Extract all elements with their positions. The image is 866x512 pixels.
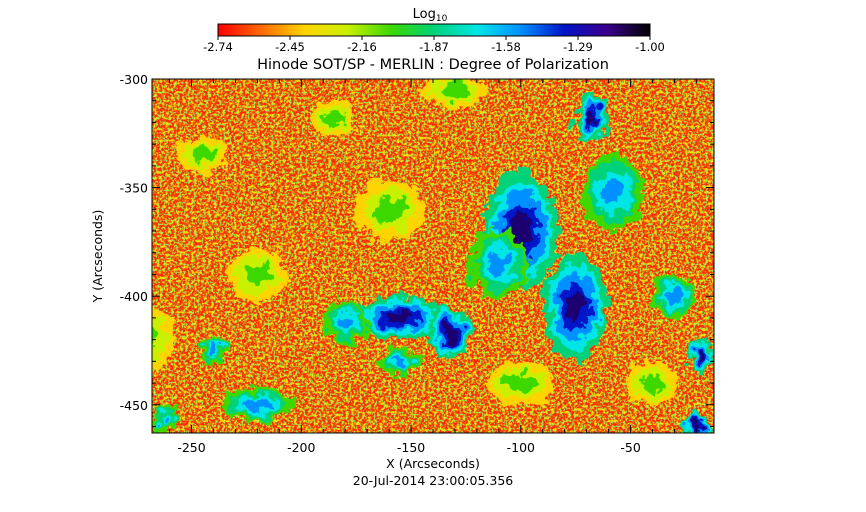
x-tick-label: -50 [620, 440, 640, 455]
polarization-patch [243, 262, 272, 287]
y-tick-label: -400 [120, 289, 148, 304]
polarization-patch [160, 413, 170, 423]
x-axis: -250 -200 -150 -100 -50 [169, 79, 697, 455]
polarization-patch [505, 373, 537, 393]
y-tick-label: -300 [120, 72, 148, 87]
x-axis-label: X (Arcseconds) [386, 456, 480, 471]
polarization-patch [373, 195, 405, 223]
colorbar-tick-label: -2.45 [275, 40, 305, 54]
polarization-patch [666, 288, 683, 304]
colorbar-tick-label: -1.58 [491, 40, 521, 54]
polarization-patch [444, 325, 457, 341]
colorbar-label: Log10 [413, 7, 448, 24]
y-tick-label: -350 [120, 181, 148, 196]
polarization-patch [566, 292, 586, 322]
x-tick-label: -150 [397, 440, 425, 455]
colorbar-ticks: -2.74 -2.45 -2.16 -1.87 -1.58 -1.29 -1.00 [203, 36, 665, 54]
chart-title: Hinode SOT/SP - MERLIN : Degree of Polar… [257, 57, 609, 73]
polarization-patch [697, 352, 705, 362]
polarization-patch [692, 422, 701, 431]
colorbar-label-main: Log [413, 7, 436, 22]
polarization-patch [245, 398, 270, 411]
polarization-patch [602, 178, 624, 206]
polarization-patch [208, 345, 219, 356]
colorbar-tick-label: -2.16 [347, 40, 377, 54]
y-axis-label: Y (Arcseconds) [90, 210, 105, 304]
polarization-patch [337, 314, 353, 330]
timestamp: 20-Jul-2014 23:00:05.356 [353, 473, 514, 488]
polarization-patch [441, 82, 469, 98]
colorbar-tick-label: -2.74 [203, 40, 233, 54]
polarization-patch [488, 251, 510, 276]
polarization-patch [392, 356, 408, 366]
heatmap-image [152, 79, 714, 433]
y-tick-label: -450 [120, 398, 148, 413]
polarization-patch [586, 110, 597, 126]
colorbar [217, 23, 651, 37]
x-tick-label: -100 [507, 440, 535, 455]
polarization-patch [324, 110, 344, 126]
polarization-patch [152, 315, 167, 365]
polarization-patch [640, 373, 665, 393]
colorbar-tick-label: -1.00 [635, 40, 665, 54]
colorbar-tick-label: -1.87 [419, 40, 449, 54]
polarization-patch [190, 147, 215, 163]
polarization-patches [152, 79, 714, 433]
x-tick-label: -250 [177, 440, 205, 455]
polarization-patch [387, 311, 413, 325]
x-tick-label: -200 [287, 440, 315, 455]
colorbar-tick-label: -1.29 [563, 40, 593, 54]
colorbar-label-sub: 10 [436, 14, 448, 24]
y-axis: -300 -350 -400 -450 [120, 72, 714, 427]
